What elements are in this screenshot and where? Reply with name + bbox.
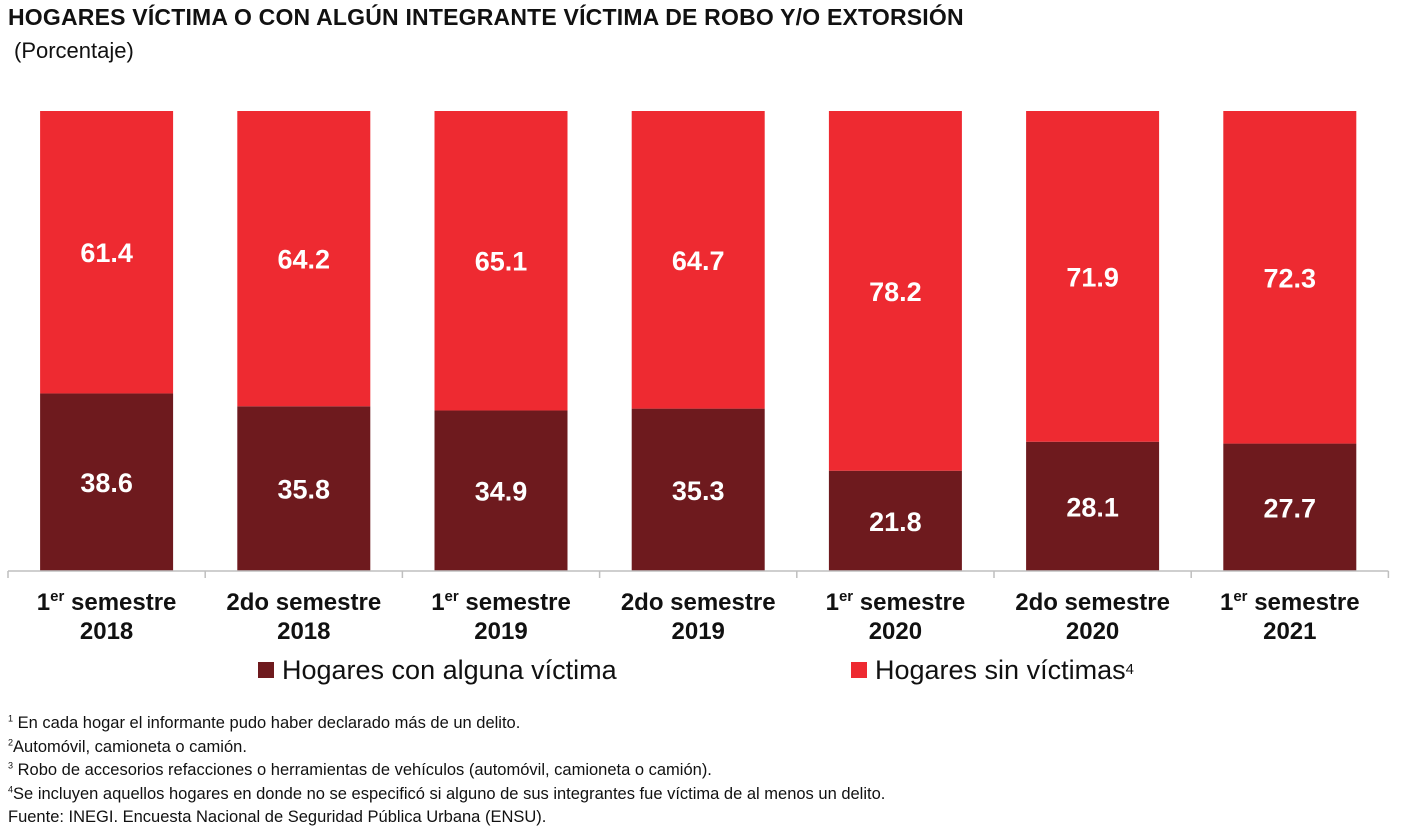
- bar-segment-con-victima-2: [237, 406, 371, 571]
- bar-segment-sin-victimas-2: [237, 111, 371, 407]
- data-label-sin-victimas-6: 71.9: [1066, 262, 1119, 292]
- chart-title: HOGARES VÍCTIMA O CON ALGÚN INTEGRANTE V…: [8, 4, 964, 30]
- legend-swatch-sin-victimas: [851, 662, 867, 678]
- category-year-6: 2020: [1066, 618, 1119, 645]
- bar-segment-con-victima-4: [631, 408, 765, 571]
- data-label-con-victima-2: 35.8: [278, 475, 331, 505]
- category-label-4: 2do semestre: [621, 589, 776, 616]
- footnote-2: 2Automóvil, camioneta o camión.: [8, 737, 247, 756]
- legend-swatch-con-victima: [258, 662, 274, 678]
- bar-segment-sin-victimas-4: [631, 111, 765, 409]
- category-year-5: 2020: [869, 618, 922, 645]
- data-label-con-victima-1: 38.6: [80, 468, 133, 498]
- footnote-4: 4Se incluyen aquellos hogares en donde n…: [8, 784, 886, 803]
- source-note: Fuente: INEGI. Encuesta Nacional de Segu…: [8, 808, 547, 826]
- category-year-7: 2021: [1263, 618, 1316, 645]
- category-year-3: 2019: [474, 618, 527, 645]
- category-label-1: 1er semestre: [37, 588, 177, 616]
- footnotes: 1 En cada hogar el informante pudo haber…: [8, 712, 885, 830]
- data-label-con-victima-3: 34.9: [475, 477, 528, 507]
- data-label-con-victima-6: 28.1: [1066, 492, 1119, 522]
- data-label-con-victima-4: 35.3: [672, 476, 725, 506]
- category-year-1: 2018: [80, 618, 133, 645]
- bar-segment-sin-victimas-1: [40, 111, 174, 394]
- category-label-5: 1er semestre: [826, 588, 966, 616]
- category-label-6: 2do semestre: [1015, 589, 1170, 616]
- category-year-2: 2018: [277, 618, 330, 645]
- bar-segment-con-victima-3: [434, 410, 568, 571]
- data-label-sin-victimas-3: 65.1: [475, 247, 528, 277]
- legend-item-con-victima: Hogares con alguna víctima: [258, 655, 617, 685]
- legend-label-con-victima: Hogares con alguna víctima: [282, 654, 617, 685]
- category-label-3: 1er semestre: [431, 588, 571, 616]
- footnote-1: 1 En cada hogar el informante pudo haber…: [8, 713, 521, 732]
- footnote-3: 3 Robo de accesorios refacciones o herra…: [8, 760, 712, 779]
- legend-label-sin-victimas: Hogares sin víctimas: [875, 654, 1126, 685]
- bar-segment-sin-victimas-6: [1026, 111, 1160, 442]
- data-label-sin-victimas-1: 61.4: [80, 238, 133, 268]
- bar-segment-sin-victimas-3: [434, 111, 568, 411]
- bar-segment-sin-victimas-7: [1223, 111, 1357, 444]
- chart-subtitle: (Porcentaje): [14, 38, 134, 63]
- stacked-bar-chart: 38.6 61.4 35.8 64.2 34.9 65.1 35.3 64.7 21.8 78.2…: [7, 111, 1390, 645]
- data-label-sin-victimas-7: 72.3: [1264, 263, 1317, 293]
- category-year-4: 2019: [672, 618, 725, 645]
- bar-segment-con-victima-5: [828, 470, 962, 571]
- category-label-7: 1er semestre: [1220, 588, 1360, 616]
- category-label-2: 2do semestre: [226, 589, 381, 616]
- bar-segment-con-victima-7: [1223, 443, 1357, 571]
- data-label-sin-victimas-2: 64.2: [278, 245, 331, 275]
- data-label-sin-victimas-5: 78.2: [869, 277, 922, 307]
- bar-segment-con-victima-6: [1026, 441, 1160, 571]
- legend-item-sin-victimas: Hogares sin víctimas 4: [851, 655, 1134, 685]
- data-label-con-victima-5: 21.8: [869, 507, 922, 537]
- bar-segment-con-victima-1: [40, 393, 174, 571]
- data-label-con-victima-7: 27.7: [1264, 493, 1317, 523]
- bar-segment-sin-victimas-5: [828, 111, 962, 471]
- data-label-sin-victimas-4: 64.7: [672, 246, 725, 276]
